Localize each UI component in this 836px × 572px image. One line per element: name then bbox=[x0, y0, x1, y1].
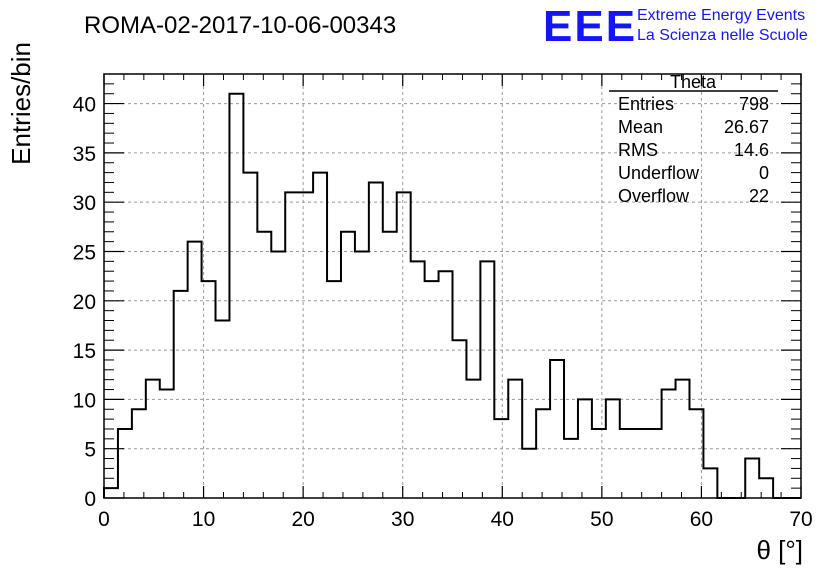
x-tick-label: 60 bbox=[690, 508, 713, 531]
x-tick-label: 10 bbox=[192, 508, 215, 531]
histogram-step-line bbox=[103, 92, 801, 499]
stats-box: Theta Entries 798 Mean 26.67 RMS 14.6 Underflo… bbox=[609, 72, 778, 206]
stats-value: 26.67 bbox=[724, 117, 769, 137]
eee-logo-line2: La Scienza nelle Scuole bbox=[637, 27, 808, 44]
eee-logo-mark: EEE bbox=[543, 2, 637, 51]
stats-label: Entries bbox=[618, 94, 674, 114]
stats-label: RMS bbox=[618, 140, 658, 160]
stats-value: 0 bbox=[759, 163, 769, 183]
grid-lines bbox=[104, 74, 801, 498]
stats-label: Overflow bbox=[618, 186, 690, 206]
stats-value: 798 bbox=[739, 94, 769, 114]
x-tick-label: 20 bbox=[291, 508, 314, 531]
eee-logo: EEE Extreme Energy Events La Scienza nel… bbox=[543, 2, 808, 51]
y-tick-label: 35 bbox=[73, 143, 96, 166]
y-tick-label: 20 bbox=[73, 291, 96, 314]
stats-box-rows: Entries 798 Mean 26.67 RMS 14.6 Underflow 0 Over… bbox=[618, 94, 769, 206]
y-tick-labels: 0 5 10 15 20 25 30 35 40 bbox=[73, 94, 96, 511]
eee-logo-line1: Extreme Energy Events bbox=[637, 7, 805, 24]
y-axis-title: Entries/bin bbox=[6, 42, 36, 165]
axis-ticks bbox=[103, 73, 802, 499]
y-tick-label: 15 bbox=[73, 340, 96, 363]
stats-value: 22 bbox=[749, 186, 769, 206]
stats-value: 14.6 bbox=[734, 140, 769, 160]
y-tick-label: 10 bbox=[73, 389, 96, 412]
chart-title: ROMA-02-2017-10-06-00343 bbox=[84, 12, 396, 39]
x-tick-label: 50 bbox=[590, 508, 613, 531]
x-tick-label: 0 bbox=[98, 508, 110, 531]
y-tick-label: 40 bbox=[73, 94, 96, 117]
x-axis-title: θ [°] bbox=[756, 535, 803, 565]
stats-label: Underflow bbox=[618, 163, 700, 183]
y-tick-label: 25 bbox=[73, 241, 96, 264]
stats-box-title: Theta bbox=[670, 72, 717, 92]
x-tick-labels: 0 10 20 30 40 50 60 70 bbox=[98, 508, 813, 531]
y-tick-label: 0 bbox=[84, 488, 96, 511]
x-tick-label: 40 bbox=[491, 508, 514, 531]
y-tick-label: 30 bbox=[73, 192, 96, 215]
x-tick-label: 30 bbox=[391, 508, 414, 531]
stats-label: Mean bbox=[618, 117, 663, 137]
x-tick-label: 70 bbox=[789, 508, 812, 531]
y-tick-label: 5 bbox=[84, 439, 96, 462]
plot-frame bbox=[103, 73, 802, 499]
